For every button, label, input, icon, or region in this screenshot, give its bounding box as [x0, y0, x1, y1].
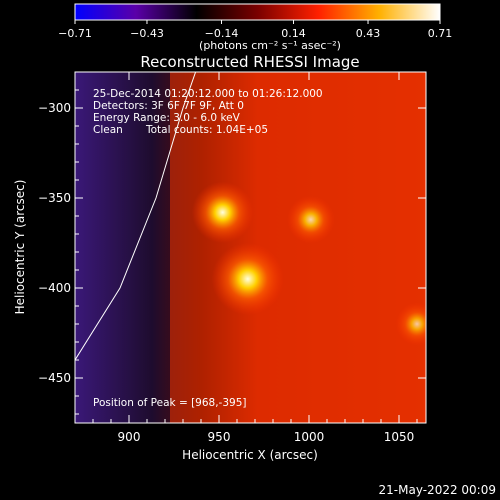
colorbar-tick-label: −0.71: [58, 27, 92, 40]
x-tick-label: 1000: [294, 430, 325, 444]
annotation-detectors: Detectors: 3F 6F 7F 9F, Att 0: [93, 100, 244, 112]
emission-sources: [191, 181, 426, 346]
x-axis-label: Heliocentric X (arcsec): [182, 448, 318, 462]
x-axis: 900 950 1000 1050: [92, 72, 418, 444]
colorbar-tick-label: 0.43: [356, 27, 381, 40]
x-tick-label: 1050: [384, 430, 415, 444]
y-tick-label: −400: [38, 281, 71, 295]
chart-title: Reconstructed RHESSI Image: [140, 53, 359, 71]
annotation-block: 25-Dec-2014 01:20:12.000 to 01:26:12.000…: [93, 88, 323, 409]
heatmap-bright-region: [170, 72, 426, 423]
annotation-peak-position: Position of Peak = [968,-395]: [93, 397, 247, 409]
y-tick-label: −350: [38, 191, 71, 205]
colorbar: −0.71 −0.43 −0.14 0.14 0.43 0.71 (photons cm⁻…: [58, 3, 452, 52]
colorbar-tick-label: −0.14: [205, 27, 239, 40]
annotation-time-range: 25-Dec-2014 01:20:12.000 to 01:26:12.000: [93, 88, 323, 100]
emission-source: [395, 302, 426, 346]
plot-frame: [74, 71, 427, 424]
y-tick-label: −450: [38, 371, 71, 385]
plot-area: [75, 72, 426, 423]
annotation-total-counts: Total counts: 1.04E+05: [145, 124, 268, 136]
solar-limb-curve: [75, 72, 197, 361]
colorbar-tick-label: −0.43: [130, 27, 164, 40]
colorbar-tick-label: 0.14: [281, 27, 306, 40]
y-axis-label: Heliocentric Y (arcsec): [13, 180, 27, 315]
y-tick-label: −300: [38, 101, 71, 115]
x-tick-label: 950: [208, 430, 231, 444]
y-axis: −300 −350 −400 −450: [38, 71, 426, 415]
annotation-algorithm: Clean: [93, 124, 123, 136]
colorbar-units: (photons cm⁻² s⁻¹ asec⁻²): [199, 39, 341, 52]
emission-source: [286, 195, 335, 244]
footer-date: 21-May-2022 00:09: [379, 483, 496, 497]
emission-source: [191, 181, 254, 244]
colorbar-tick-label: 0.71: [428, 27, 453, 40]
emission-source: [211, 242, 284, 316]
annotation-energy-range: Energy Range: 3.0 - 6.0 keV: [93, 112, 241, 124]
colorbar-ticks: −0.71 −0.43 −0.14 0.14 0.43 0.71: [58, 20, 452, 40]
colorbar-bar: [74, 3, 441, 21]
x-tick-label: 900: [118, 430, 141, 444]
